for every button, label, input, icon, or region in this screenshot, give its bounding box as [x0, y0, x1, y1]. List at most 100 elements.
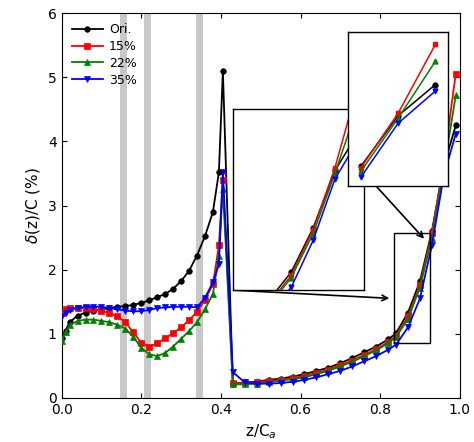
- 22%: [230, 382, 236, 387]
- 35%: [290, 379, 295, 385]
- 15%: [82, 305, 88, 311]
- 35%: [170, 304, 176, 309]
- 22%: [216, 253, 222, 258]
- 22%: [314, 371, 319, 377]
- Ori.: [107, 305, 112, 311]
- 15%: [67, 305, 73, 311]
- Ori.: [417, 278, 423, 284]
- 15%: [242, 381, 247, 386]
- 22%: [349, 359, 355, 365]
- 22%: [63, 329, 68, 335]
- 35%: [349, 364, 355, 369]
- Ori.: [91, 308, 96, 313]
- 35%: [130, 309, 136, 314]
- 35%: [266, 381, 272, 386]
- 35%: [67, 307, 73, 312]
- 15%: [107, 311, 112, 316]
- 15%: [115, 314, 120, 319]
- Y-axis label: $\delta$(z)/C (%): $\delta$(z)/C (%): [24, 167, 42, 244]
- Ori.: [75, 313, 81, 318]
- 35%: [186, 304, 192, 309]
- 35%: [374, 354, 379, 359]
- 35%: [441, 173, 447, 178]
- 15%: [385, 339, 391, 345]
- 22%: [91, 317, 96, 322]
- 35%: [82, 304, 88, 309]
- Ori.: [361, 350, 367, 355]
- 15%: [441, 160, 447, 165]
- 22%: [374, 348, 379, 353]
- 35%: [278, 381, 283, 386]
- 35%: [91, 304, 96, 309]
- Ori.: [278, 376, 283, 381]
- Ori.: [130, 302, 136, 308]
- 35%: [122, 308, 128, 313]
- 15%: [122, 320, 128, 325]
- 35%: [202, 295, 208, 301]
- Ori.: [216, 170, 222, 175]
- 15%: [254, 380, 260, 385]
- Ori.: [405, 310, 411, 315]
- 22%: [220, 186, 226, 191]
- 15%: [170, 331, 176, 336]
- 35%: [216, 262, 222, 267]
- 22%: [278, 378, 283, 383]
- 22%: [429, 235, 435, 240]
- 15%: [130, 330, 136, 335]
- 15%: [216, 243, 222, 248]
- 22%: [122, 326, 128, 331]
- 15%: [186, 318, 192, 323]
- Ori.: [393, 331, 399, 336]
- 22%: [202, 307, 208, 312]
- Ori.: [194, 253, 200, 258]
- 15%: [63, 307, 68, 312]
- Legend: Ori., 15%, 22%, 35%: Ori., 15%, 22%, 35%: [68, 19, 141, 90]
- 15%: [393, 333, 399, 338]
- 15%: [138, 340, 144, 345]
- 15%: [266, 378, 272, 384]
- 15%: [326, 367, 331, 372]
- 22%: [59, 339, 64, 344]
- Line: 22%: 22%: [59, 92, 458, 387]
- 15%: [220, 177, 226, 183]
- Ori.: [374, 344, 379, 349]
- Ori.: [186, 268, 192, 274]
- 22%: [162, 350, 168, 355]
- Ori.: [266, 377, 272, 382]
- 22%: [82, 317, 88, 322]
- 22%: [393, 334, 399, 339]
- Ori.: [349, 355, 355, 361]
- 35%: [59, 313, 64, 318]
- 15%: [210, 282, 216, 287]
- 15%: [314, 370, 319, 375]
- 15%: [178, 324, 184, 330]
- 15%: [417, 282, 423, 288]
- 35%: [107, 305, 112, 311]
- Ori.: [301, 371, 307, 377]
- Ori.: [441, 163, 447, 168]
- 15%: [337, 362, 343, 368]
- 15%: [453, 71, 459, 76]
- 35%: [155, 305, 160, 311]
- 15%: [290, 375, 295, 381]
- 35%: [337, 368, 343, 373]
- 15%: [301, 373, 307, 379]
- 15%: [91, 307, 96, 312]
- 15%: [202, 297, 208, 302]
- 22%: [186, 328, 192, 334]
- Ori.: [155, 294, 160, 300]
- 22%: [453, 93, 459, 98]
- 35%: [361, 358, 367, 364]
- Ori.: [122, 304, 128, 309]
- Line: 15%: 15%: [59, 71, 458, 386]
- Ori.: [170, 286, 176, 292]
- 15%: [405, 314, 411, 319]
- 15%: [155, 341, 160, 346]
- 22%: [130, 334, 136, 339]
- Ori.: [429, 229, 435, 234]
- Ori.: [385, 337, 391, 342]
- Ori.: [254, 379, 260, 385]
- 22%: [266, 380, 272, 385]
- Ori.: [99, 307, 104, 312]
- 35%: [210, 280, 216, 285]
